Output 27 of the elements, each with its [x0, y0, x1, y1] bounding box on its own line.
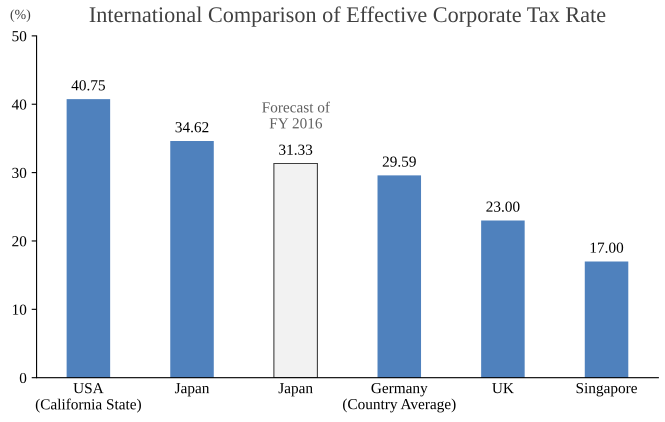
y-tick-label: 50: [12, 31, 26, 42]
bar: [481, 220, 525, 378]
annotation: Forecast of FY 2016: [262, 102, 330, 128]
x-tick-label: Germany (Country Average): [343, 382, 456, 412]
x-tick-label: Japan: [278, 383, 313, 396]
x-tick-label: Singapore: [576, 382, 637, 396]
data-label: 23.00: [486, 201, 520, 212]
y-axis-title: (%): [10, 9, 30, 22]
bar: [273, 162, 318, 378]
data-label: 34.62: [176, 122, 208, 132]
y-tick-label: 30: [12, 168, 26, 178]
bar: [584, 261, 628, 378]
x-tick-label: Japan: [174, 383, 210, 396]
y-tick-label: 0: [20, 372, 26, 384]
x-tick-label: UK: [492, 383, 514, 394]
bar: [170, 141, 214, 378]
bar: [378, 175, 422, 378]
bar: [66, 99, 110, 378]
chart-title: International Comparison of Effective Corporate Tax Rate: [90, 6, 606, 27]
x-tick-label: USA (California State): [36, 383, 141, 413]
data-label: 29.59: [382, 156, 416, 167]
data-label: 40.75: [72, 80, 105, 91]
data-label: 17.00: [590, 242, 624, 253]
y-tick-label: 10: [12, 304, 26, 315]
data-label: 31.33: [279, 144, 312, 155]
y-tick-label: 20: [12, 236, 26, 246]
y-tick-label: 40: [12, 99, 26, 110]
